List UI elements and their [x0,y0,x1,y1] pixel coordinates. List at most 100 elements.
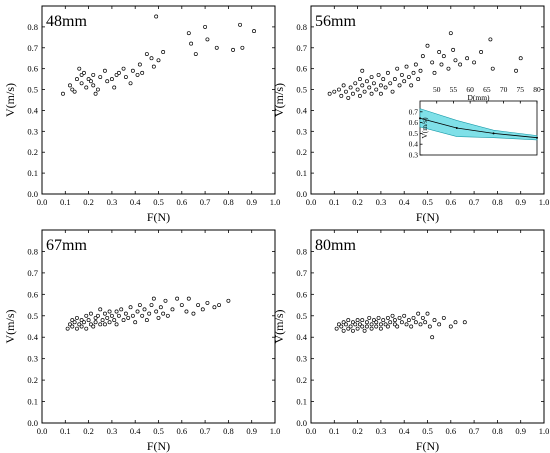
x-axis-title: F(N) [147,439,170,453]
x-tick-label: 0.7 [469,426,480,436]
data-point [346,95,351,100]
data-point [93,315,98,320]
data-point [409,83,414,88]
data-point [184,309,189,314]
y-tick-label: 0.1 [27,397,38,407]
x-tick-label: 0.1 [60,197,71,207]
data-point [413,62,418,67]
data-point [217,303,222,308]
data-point [74,326,79,331]
y-tick-label: 0.1 [296,397,307,407]
data-point [337,322,341,327]
x-tick-label: 0.1 [329,197,340,207]
data-point [355,326,360,331]
data-point [114,309,119,314]
data-point [362,328,367,333]
data-point [369,75,374,79]
data-point [423,320,428,325]
data-point [339,93,344,98]
data-point [514,68,518,73]
x-tick-label: 0.9 [515,426,526,436]
data-point [240,45,245,50]
data-point [339,324,344,329]
y-tick-label: 0.4 [296,332,307,342]
data-point [390,313,395,318]
data-point [70,87,75,92]
data-point [399,72,404,77]
x-tick-label: 0.6 [445,426,456,436]
data-point [226,298,231,303]
data-point [360,324,365,329]
data-point [334,326,339,331]
data-point [214,45,219,50]
y-tick-label: 0.3 [296,126,307,136]
data-point [385,324,390,329]
data-point [425,311,430,316]
data-point [388,320,393,325]
x-tick-label: 0.1 [329,426,340,436]
data-point [74,315,79,320]
x-tick-label: 0.3 [107,197,118,207]
data-point [93,320,98,325]
x-tick-label: 0.9 [246,197,257,207]
y-tick-label: 0.0 [27,189,38,199]
x-tick-label: 1.0 [270,197,281,207]
inset-y-tick-label: 0.6 [409,118,419,127]
data-point [381,77,386,82]
data-point [360,83,365,88]
data-point [116,70,121,75]
x-tick-label: 0.3 [107,426,118,436]
data-point [465,56,470,61]
data-point [112,85,117,90]
x-tick-label: 0.3 [376,197,387,207]
y-tick-label: 0.7 [27,43,38,53]
y-axis-title: V(m/s) [272,310,286,344]
data-point [425,43,430,48]
data-point [68,322,72,327]
data-point [72,320,77,325]
data-point [388,81,393,86]
data-point [133,320,138,325]
inset-x-tick-label: 60 [466,85,474,94]
data-point [231,47,236,52]
data-point [420,54,425,59]
data-point [196,303,201,308]
x-tick-label: 0.5 [422,197,433,207]
plot-frame [310,229,545,424]
data-point [123,75,128,79]
data-point [353,81,358,86]
data-point [95,87,100,92]
data-point [105,79,110,84]
y-tick-label: 0.7 [27,268,38,278]
data-point [165,313,170,318]
data-point [140,70,145,75]
inset-y-tick-label: 0.3 [409,151,419,160]
x-tick-label: 0.4 [130,426,141,436]
data-point [378,91,383,96]
data-point [344,89,348,94]
data-point [98,75,103,79]
data-point [327,91,332,96]
data-point [191,311,196,316]
y-tick-label: 0.3 [296,354,307,364]
x-tick-label: 0.0 [37,426,48,436]
data-point [418,322,423,327]
data-point [357,322,362,327]
data-point [137,62,142,67]
x-tick-label: 0.5 [153,197,164,207]
inset-x-tick-label: 55 [450,85,458,94]
data-point [399,320,404,325]
data-point [107,309,112,314]
x-tick-label: 0.7 [200,426,211,436]
x-axis-title: F(N) [416,210,439,224]
data-point [404,322,409,327]
data-point [102,322,107,327]
x-tick-label: 0.0 [37,197,48,207]
data-point [430,335,435,340]
data-point [128,81,133,86]
data-point [411,315,416,320]
data-point [70,324,75,329]
y-tick-label: 0.3 [27,354,38,364]
data-point [357,77,362,82]
data-point [114,72,119,77]
